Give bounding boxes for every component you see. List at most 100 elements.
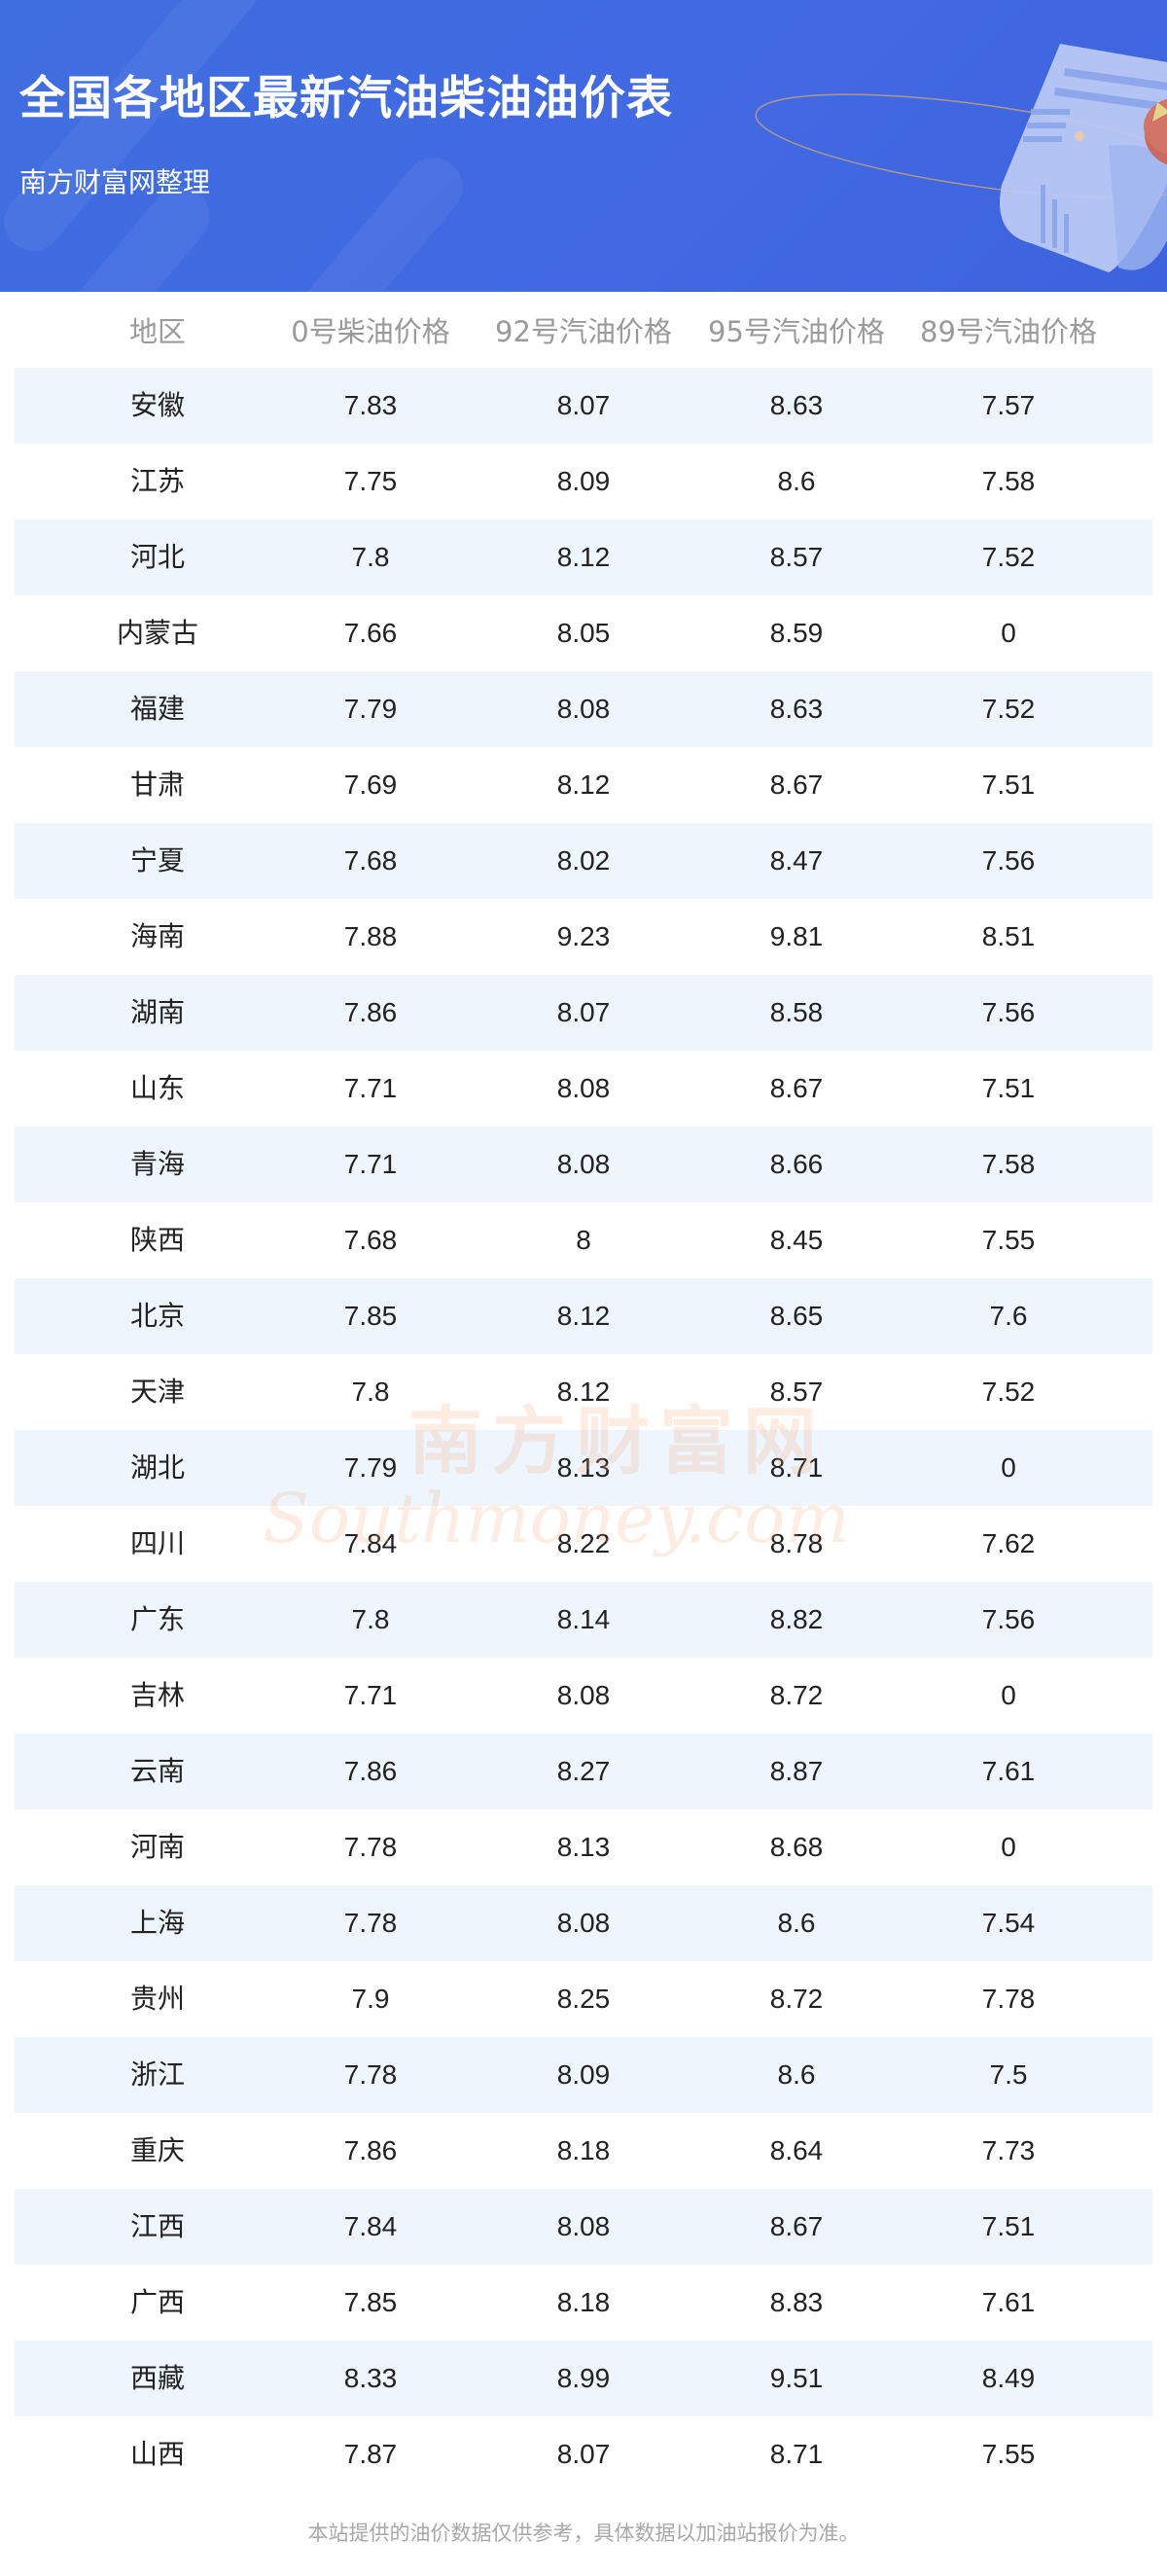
- cell-gasoline-95: 9.51: [769, 2363, 824, 2393]
- page-title: 全国各地区最新汽油柴油油价表: [19, 72, 673, 125]
- cell-gasoline-92: 8.07: [556, 2439, 611, 2469]
- cell-diesel-0: 7.71: [343, 1073, 398, 1103]
- table-row: 西藏 8.33 8.99 9.51 8.49: [15, 2341, 1152, 2416]
- column-header-region: 地区: [128, 314, 187, 348]
- cell-gasoline-89: 8.49: [981, 2363, 1036, 2393]
- cell-gasoline-95: 8.6: [777, 466, 816, 496]
- cell-gasoline-89: 7.58: [981, 466, 1036, 496]
- cell-gasoline-89: 7.61: [981, 1756, 1036, 1786]
- cell-region: 陕西: [129, 1224, 186, 1256]
- cell-region: 山东: [129, 1072, 186, 1104]
- cell-gasoline-95: 8.66: [769, 1149, 824, 1179]
- cell-gasoline-92: 8.07: [556, 390, 611, 420]
- cell-gasoline-92: 8.02: [556, 845, 611, 876]
- cell-gasoline-89: 7.51: [981, 2211, 1036, 2241]
- cell-diesel-0: 7.68: [343, 1225, 398, 1255]
- cell-region: 四川: [129, 1527, 186, 1559]
- cell-gasoline-89: 7.52: [981, 694, 1036, 724]
- table-row: 宁夏 7.68 8.02 8.47 7.56: [15, 823, 1152, 899]
- cell-gasoline-95: 8.72: [769, 1984, 824, 2014]
- cell-gasoline-95: 8.72: [769, 1680, 824, 1710]
- cell-gasoline-89: 0: [1001, 1452, 1016, 1483]
- cell-region: 浙江: [129, 2058, 186, 2091]
- cell-gasoline-95: 8.45: [769, 1225, 824, 1255]
- cell-region: 江西: [129, 2210, 186, 2242]
- cell-gasoline-92: 8.27: [556, 1756, 611, 1786]
- column-header-gasoline-89: 89号汽油价格: [920, 314, 1097, 348]
- cell-region: 贵州: [129, 1983, 186, 2015]
- cell-gasoline-92: 8.09: [556, 466, 611, 496]
- cell-region: 吉林: [129, 1679, 186, 1711]
- disclaimer: 本站提供的油价数据仅供参考，具体数据以加油站报价为准。: [307, 2522, 860, 2545]
- cell-gasoline-92: 8.12: [556, 542, 611, 572]
- table-row: 天津 7.8 8.12 8.57 7.52: [15, 1354, 1152, 1430]
- table-row: 山西 7.87 8.07 8.71 7.55: [15, 2416, 1152, 2492]
- cell-gasoline-92: 8.12: [556, 1377, 611, 1407]
- table-row: 贵州 7.9 8.25 8.72 7.78: [15, 1961, 1152, 2037]
- cell-gasoline-95: 8.67: [769, 769, 824, 800]
- cell-gasoline-89: 7.55: [981, 1225, 1036, 1255]
- table-row: 湖南 7.86 8.07 8.58 7.56: [15, 975, 1152, 1051]
- cell-gasoline-92: 8.12: [556, 1301, 611, 1331]
- cell-region: 云南: [129, 1755, 186, 1787]
- cell-gasoline-95: 8.67: [769, 1073, 824, 1103]
- column-header-gasoline-92: 92号汽油价格: [495, 314, 672, 348]
- table-row: 山东 7.71 8.08 8.67 7.51: [15, 1051, 1152, 1127]
- cell-gasoline-92: 8.08: [556, 1073, 611, 1103]
- table-row: 陕西 7.68 8 8.45 7.55: [15, 1202, 1152, 1278]
- cell-gasoline-95: 8.71: [769, 1452, 824, 1483]
- cell-gasoline-89: 7.56: [981, 845, 1036, 876]
- cell-gasoline-95: 8.58: [769, 997, 824, 1027]
- cell-region: 海南: [129, 920, 186, 952]
- cell-diesel-0: 7.86: [343, 1756, 398, 1786]
- cell-region: 湖南: [129, 996, 186, 1028]
- cell-diesel-0: 7.78: [343, 1832, 398, 1862]
- table-row: 重庆 7.86 8.18 8.64 7.73: [15, 2113, 1152, 2189]
- cell-gasoline-89: 7.73: [981, 2135, 1036, 2165]
- cell-gasoline-92: 8.12: [556, 769, 611, 800]
- cell-region: 广西: [129, 2286, 186, 2318]
- cell-region: 江苏: [129, 465, 186, 497]
- cell-gasoline-92: 8.08: [556, 2211, 611, 2241]
- cell-gasoline-89: 7.52: [981, 542, 1036, 572]
- cell-diesel-0: 7.79: [343, 1452, 398, 1483]
- cell-region: 河北: [129, 541, 186, 573]
- cell-gasoline-95: 8.57: [769, 542, 824, 572]
- cell-gasoline-92: 8.22: [556, 1528, 611, 1558]
- cell-diesel-0: 8.33: [343, 2363, 398, 2393]
- table-header: 地区 0号柴油价格 92号汽油价格 95号汽油价格 89号汽油价格: [15, 292, 1152, 367]
- cell-diesel-0: 7.9: [351, 1984, 390, 2014]
- table-row: 上海 7.78 8.08 8.6 7.54: [15, 1885, 1152, 1961]
- cell-diesel-0: 7.71: [343, 1680, 398, 1710]
- cell-gasoline-95: 8.87: [769, 1756, 824, 1786]
- cell-region: 北京: [129, 1300, 186, 1332]
- column-header-gasoline-95: 95号汽油价格: [708, 314, 885, 348]
- cell-region: 广东: [129, 1603, 186, 1635]
- cell-diesel-0: 7.86: [343, 2135, 398, 2165]
- cell-gasoline-95: 8.57: [769, 1377, 824, 1407]
- table-row: 广西 7.85 8.18 8.83 7.61: [15, 2265, 1152, 2341]
- cell-gasoline-89: 0: [1001, 1832, 1016, 1862]
- cell-gasoline-89: 7.57: [981, 390, 1036, 420]
- cell-gasoline-89: 0: [1001, 1680, 1016, 1710]
- cell-gasoline-95: 8.6: [777, 1908, 816, 1938]
- cell-gasoline-89: 0: [1001, 618, 1016, 648]
- table-row: 甘肃 7.69 8.12 8.67 7.51: [15, 747, 1152, 823]
- cell-gasoline-95: 8.65: [769, 1301, 824, 1331]
- cell-gasoline-95: 8.63: [769, 390, 824, 420]
- cell-gasoline-95: 9.81: [769, 921, 824, 951]
- cell-diesel-0: 7.71: [343, 1149, 398, 1179]
- cell-diesel-0: 7.85: [343, 1301, 398, 1331]
- report-illustration-icon: [755, 44, 1167, 272]
- cell-gasoline-92: 8.07: [556, 997, 611, 1027]
- table-row: 北京 7.85 8.12 8.65 7.6: [15, 1278, 1152, 1354]
- cell-region: 宁夏: [129, 844, 186, 877]
- cell-gasoline-89: 7.61: [981, 2287, 1036, 2317]
- cell-gasoline-92: 8.08: [556, 1680, 611, 1710]
- cell-region: 湖北: [129, 1451, 186, 1484]
- table-row: 福建 7.79 8.08 8.63 7.52: [15, 671, 1152, 747]
- cell-gasoline-92: 8.18: [556, 2287, 611, 2317]
- cell-gasoline-92: 9.23: [556, 921, 611, 951]
- cell-diesel-0: 7.84: [343, 1528, 398, 1558]
- cell-gasoline-89: 7.51: [981, 1073, 1036, 1103]
